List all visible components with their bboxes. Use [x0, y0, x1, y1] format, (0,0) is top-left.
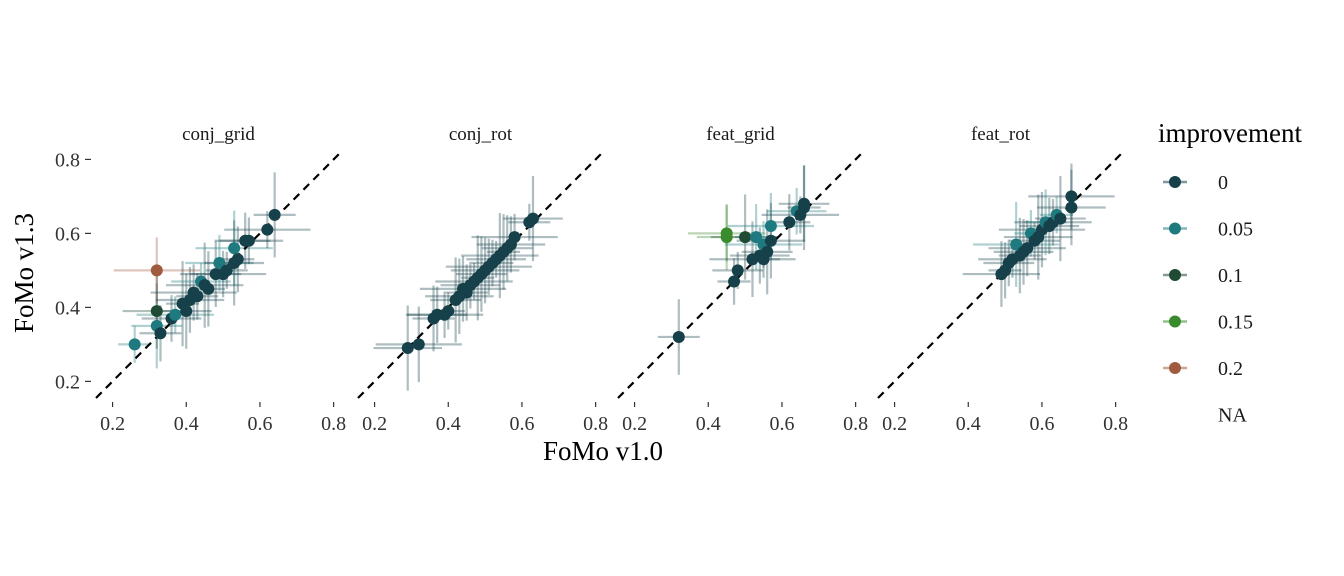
data-point: [213, 256, 226, 269]
data-point: [228, 242, 241, 255]
legend-keys: 0 0.05 0.1 0.15 0.2 NA: [1163, 172, 1253, 427]
x-tick-label: 0.8: [583, 413, 608, 435]
x-tick-label: 0.6: [1029, 413, 1054, 435]
y-tick-label: 0.6: [55, 223, 80, 245]
data-point: [202, 282, 215, 295]
data-point: [231, 253, 244, 266]
data-point: [720, 227, 733, 240]
x-tick-label: 0.8: [843, 413, 868, 435]
error-bars: [657, 164, 840, 375]
data-point: [261, 223, 274, 236]
data-point: [242, 234, 255, 247]
legend-label: 0.1: [1218, 265, 1243, 287]
data-point: [764, 219, 777, 232]
panel-conj_grid: conj_grid 0.2 0.4 0.6 0.8 0.2 0.4 0.6 0.8: [55, 124, 346, 435]
data-point: [672, 330, 685, 343]
data-point: [1010, 238, 1023, 251]
legend-label: NA: [1218, 405, 1247, 427]
data-point: [798, 197, 811, 210]
x-tick-label: 0.6: [509, 413, 534, 435]
legend-label: 0: [1218, 172, 1228, 194]
data-point: [728, 275, 741, 288]
points: [401, 212, 539, 355]
legend-key-point: [1169, 362, 1181, 374]
panel-title: feat_grid: [706, 124, 775, 145]
data-point: [442, 305, 455, 318]
panel-title: feat_rot: [971, 124, 1031, 145]
legend: improvement 0 0.05 0.1 0.15 0.2 NA: [1158, 118, 1302, 427]
data-point: [220, 264, 233, 277]
data-point: [169, 308, 182, 321]
legend-item: 0: [1163, 172, 1228, 194]
x-tick-label: 0.2: [882, 413, 907, 435]
legend-item: 0.15: [1163, 312, 1253, 334]
data-point: [508, 231, 521, 244]
x-tick-label: 0.2: [622, 413, 647, 435]
data-point: [401, 342, 414, 355]
legend-item: 0.1: [1163, 265, 1243, 287]
x-tick-label: 0.4: [696, 413, 721, 435]
x-tick-label: 0.4: [174, 413, 199, 435]
panel-conj_rot: conj_rot 0.2 0.4 0.6 0.8: [357, 124, 608, 435]
data-point: [761, 245, 774, 258]
x-tick-label: 0.8: [321, 413, 346, 435]
data-point: [1054, 212, 1067, 225]
data-point: [150, 264, 163, 277]
x-tick-label: 0.2: [362, 413, 387, 435]
data-point: [739, 231, 752, 244]
points: [995, 190, 1078, 281]
panel-title: conj_rot: [449, 124, 513, 145]
legend-title: improvement: [1158, 118, 1302, 148]
y-tick-label: 0.4: [55, 297, 80, 319]
legend-key-point: [1169, 176, 1181, 188]
data-point: [750, 231, 763, 244]
data-point: [764, 234, 777, 247]
legend-label: 0.2: [1218, 358, 1243, 380]
data-point: [180, 305, 193, 318]
data-point: [1065, 201, 1078, 214]
x-tick-label: 0.4: [956, 413, 981, 435]
y-axis-title: FoMo v1.3: [9, 213, 39, 333]
data-point: [150, 305, 163, 318]
y-tick-label: 0.8: [55, 149, 80, 171]
data-point: [412, 338, 425, 351]
data-point: [268, 208, 281, 221]
legend-item: 0.05: [1163, 219, 1253, 241]
x-tick-label: 0.6: [769, 413, 794, 435]
legend-item: NA: [1218, 405, 1247, 427]
panel-feat_grid: feat_grid 0.2 0.4 0.6 0.8: [617, 124, 868, 435]
legend-key-point: [1169, 269, 1181, 281]
x-tick-label: 0.4: [436, 413, 461, 435]
x-tick-label: 0.2: [100, 413, 125, 435]
x-tick-label: 0.6: [247, 413, 272, 435]
panel-title: conj_grid: [182, 124, 255, 145]
data-point: [191, 290, 204, 303]
data-point: [1065, 190, 1078, 203]
x-tick-label: 0.8: [1103, 413, 1128, 435]
data-point: [128, 338, 141, 351]
legend-label: 0.05: [1218, 219, 1253, 241]
x-axis-title: FoMo v1.0: [543, 436, 663, 466]
points: [128, 208, 281, 351]
data-point: [527, 212, 539, 225]
data-point: [1021, 242, 1034, 255]
data-point: [731, 264, 744, 277]
legend-label: 0.15: [1218, 312, 1253, 334]
legend-key-point: [1169, 315, 1181, 328]
panel-feat_rot: feat_rot 0.2 0.4 0.6 0.8: [877, 124, 1128, 435]
data-point: [154, 327, 167, 340]
y-tick-label: 0.2: [55, 371, 80, 393]
points: [672, 197, 811, 343]
data-point: [783, 216, 796, 229]
legend-item: 0.2: [1163, 358, 1243, 380]
legend-key-point: [1169, 222, 1181, 235]
